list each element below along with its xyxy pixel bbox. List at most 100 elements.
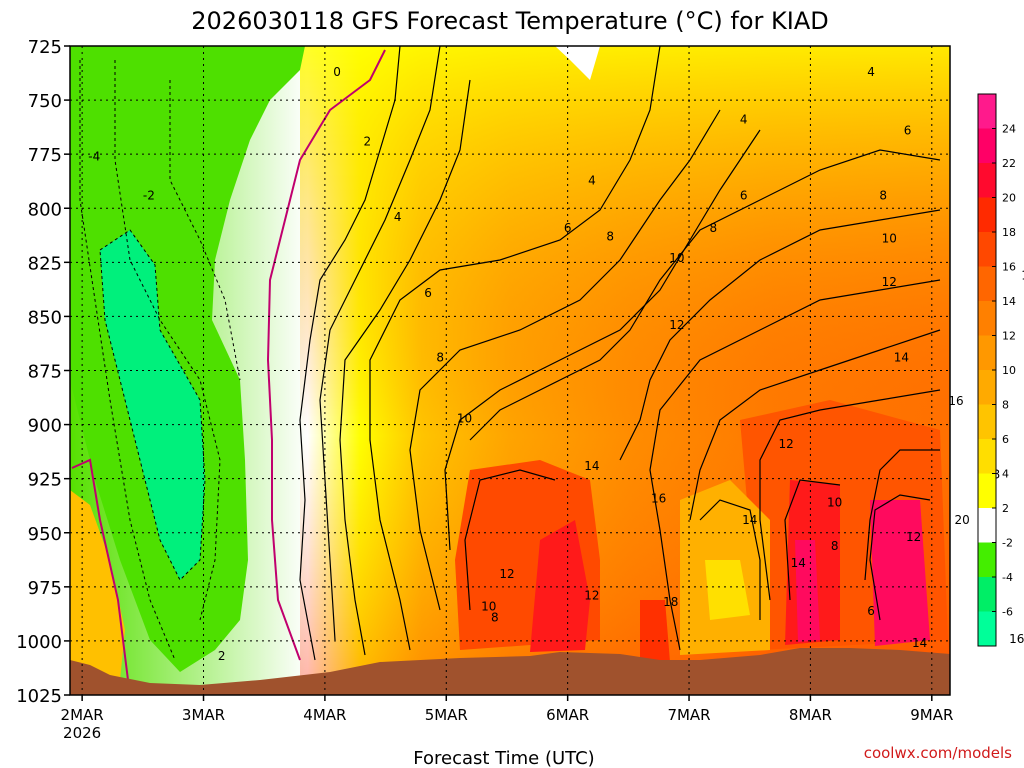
x-tick-label: 7MAR [667,706,710,724]
top-white-patch [555,46,600,80]
contour-label: 14 [912,636,927,650]
colorbar-swatch [978,301,996,336]
contour-label: 8 [831,539,839,553]
freezing-line-low [71,458,129,681]
contour-label: 2 [218,649,226,663]
y-tick-label: 1025 [16,686,62,707]
colorbar-swatch [978,370,996,405]
contour-label: 6 [564,221,572,235]
colorbar-label: -2 [1002,537,1013,550]
contour-labels: 0246810121081214161814141212108866444668… [88,65,1024,663]
contour-label: 0 [333,65,341,79]
x-tick-sublabel: 2026 [63,724,101,742]
colorbar-swatch [978,232,996,267]
colorbar-label: 6 [1002,433,1009,446]
contour-label: 16 [948,394,963,408]
colorbar-swatch [978,508,996,543]
low-warm-region [70,490,125,685]
contour-label: 16 [1009,632,1024,646]
ground-surface [70,648,950,695]
contour-label: 10 [827,496,842,510]
colorbar-swatch [978,128,996,164]
y-tick-label: 825 [28,253,62,274]
colorbar-swatch [978,197,996,233]
colorbar-swatch [978,335,996,371]
contour-label: 10 [457,411,472,425]
colorbar-swatch [978,542,996,578]
colorbar-label: 12 [1002,330,1016,343]
x-axis-title: Forecast Time (UTC) [413,748,594,768]
contour-label: 18 [663,595,678,609]
freezing-line [266,49,386,661]
colorbar-label: 4 [1002,468,1009,481]
x-tick-label: 8MAR [789,706,832,724]
contour-label: 6 [424,286,432,300]
contour-label: 10 [669,251,684,265]
y-tick-label: 975 [28,578,62,599]
x-tick-label: 6MAR [546,706,589,724]
y-tick-label: 925 [28,470,62,491]
contour-label: 12 [1021,268,1024,282]
hot-core-4 [795,540,820,642]
contour-label: 4 [740,113,748,127]
colorbar-label: 20 [1002,192,1016,205]
y-tick-label: 1000 [16,632,62,653]
credit-text: coolwx.com/models [864,744,1012,762]
colorbar-swatch [978,94,996,129]
colorbar-label: 14 [1002,295,1016,308]
colorbar: 24 22 20 18 16 14 12 10 8 6 4 2 -2 -4 -6 [977,93,1016,647]
contour-label: 4 [588,173,596,187]
contour-label: 4 [394,210,402,224]
dashed-contours [79,60,241,661]
contour-label: 12 [778,437,793,451]
coldest-region [100,230,205,580]
y-tick-label: 900 [28,416,62,437]
y-tick-label: 850 [28,307,62,328]
contour-label: 14 [584,459,599,473]
cool-pocket-core [705,560,750,620]
y-tick-label: 750 [28,91,62,112]
contour-label: 14 [791,556,806,570]
colorbar-label: 16 [1002,261,1016,274]
contour-label: 12 [669,318,684,332]
x-tick-label: 5MAR [425,706,468,724]
contour-label: 6 [867,604,875,618]
contour-label: 8 [491,610,499,624]
contour-label: 4 [867,65,875,79]
contour-label: 10 [481,599,496,613]
y-axis: 725 750 775 800 825 850 875 900 925 950 975 1000 102… [16,37,70,707]
contour-label: 6 [740,188,748,202]
grid-lines [70,46,950,695]
colorbar-label: 8 [1002,399,1009,412]
contour-label: 14 [894,351,909,365]
y-tick-label: 875 [28,362,62,383]
contour-label: 6 [904,124,912,138]
contour-label: 12 [499,567,514,581]
colorbar-label: 22 [1002,157,1016,170]
contour-label: 10 [882,232,897,246]
y-tick-label: 950 [28,524,62,545]
x-tick-label: 9MAR [910,706,953,724]
colorbar-label: 2 [1002,502,1009,515]
colorbar-label: 18 [1002,226,1016,239]
y-tick-label: 800 [28,199,62,220]
x-tick-label: 4MAR [303,706,346,724]
colorbar-label: -4 [1002,571,1013,584]
y-tick-label: 725 [28,37,62,58]
y-tick-label: 775 [28,145,62,166]
contour-lines [299,46,941,661]
contour-label: 8 [879,188,887,202]
contour-label: 2 [364,134,372,148]
colorbar-label: 24 [1002,123,1016,136]
warm-pocket-2 [640,600,670,662]
cold-region [70,46,305,672]
hot-core-1 [530,520,590,652]
colorbar-swatch [978,439,996,474]
contour-label: 16 [651,491,666,505]
colorbar-label: -6 [1002,606,1013,619]
contour-label: 14 [742,513,757,527]
colorbar-swatch [978,473,996,509]
x-tick-label: 2MAR [61,706,104,724]
colorbar-swatch [978,404,996,440]
